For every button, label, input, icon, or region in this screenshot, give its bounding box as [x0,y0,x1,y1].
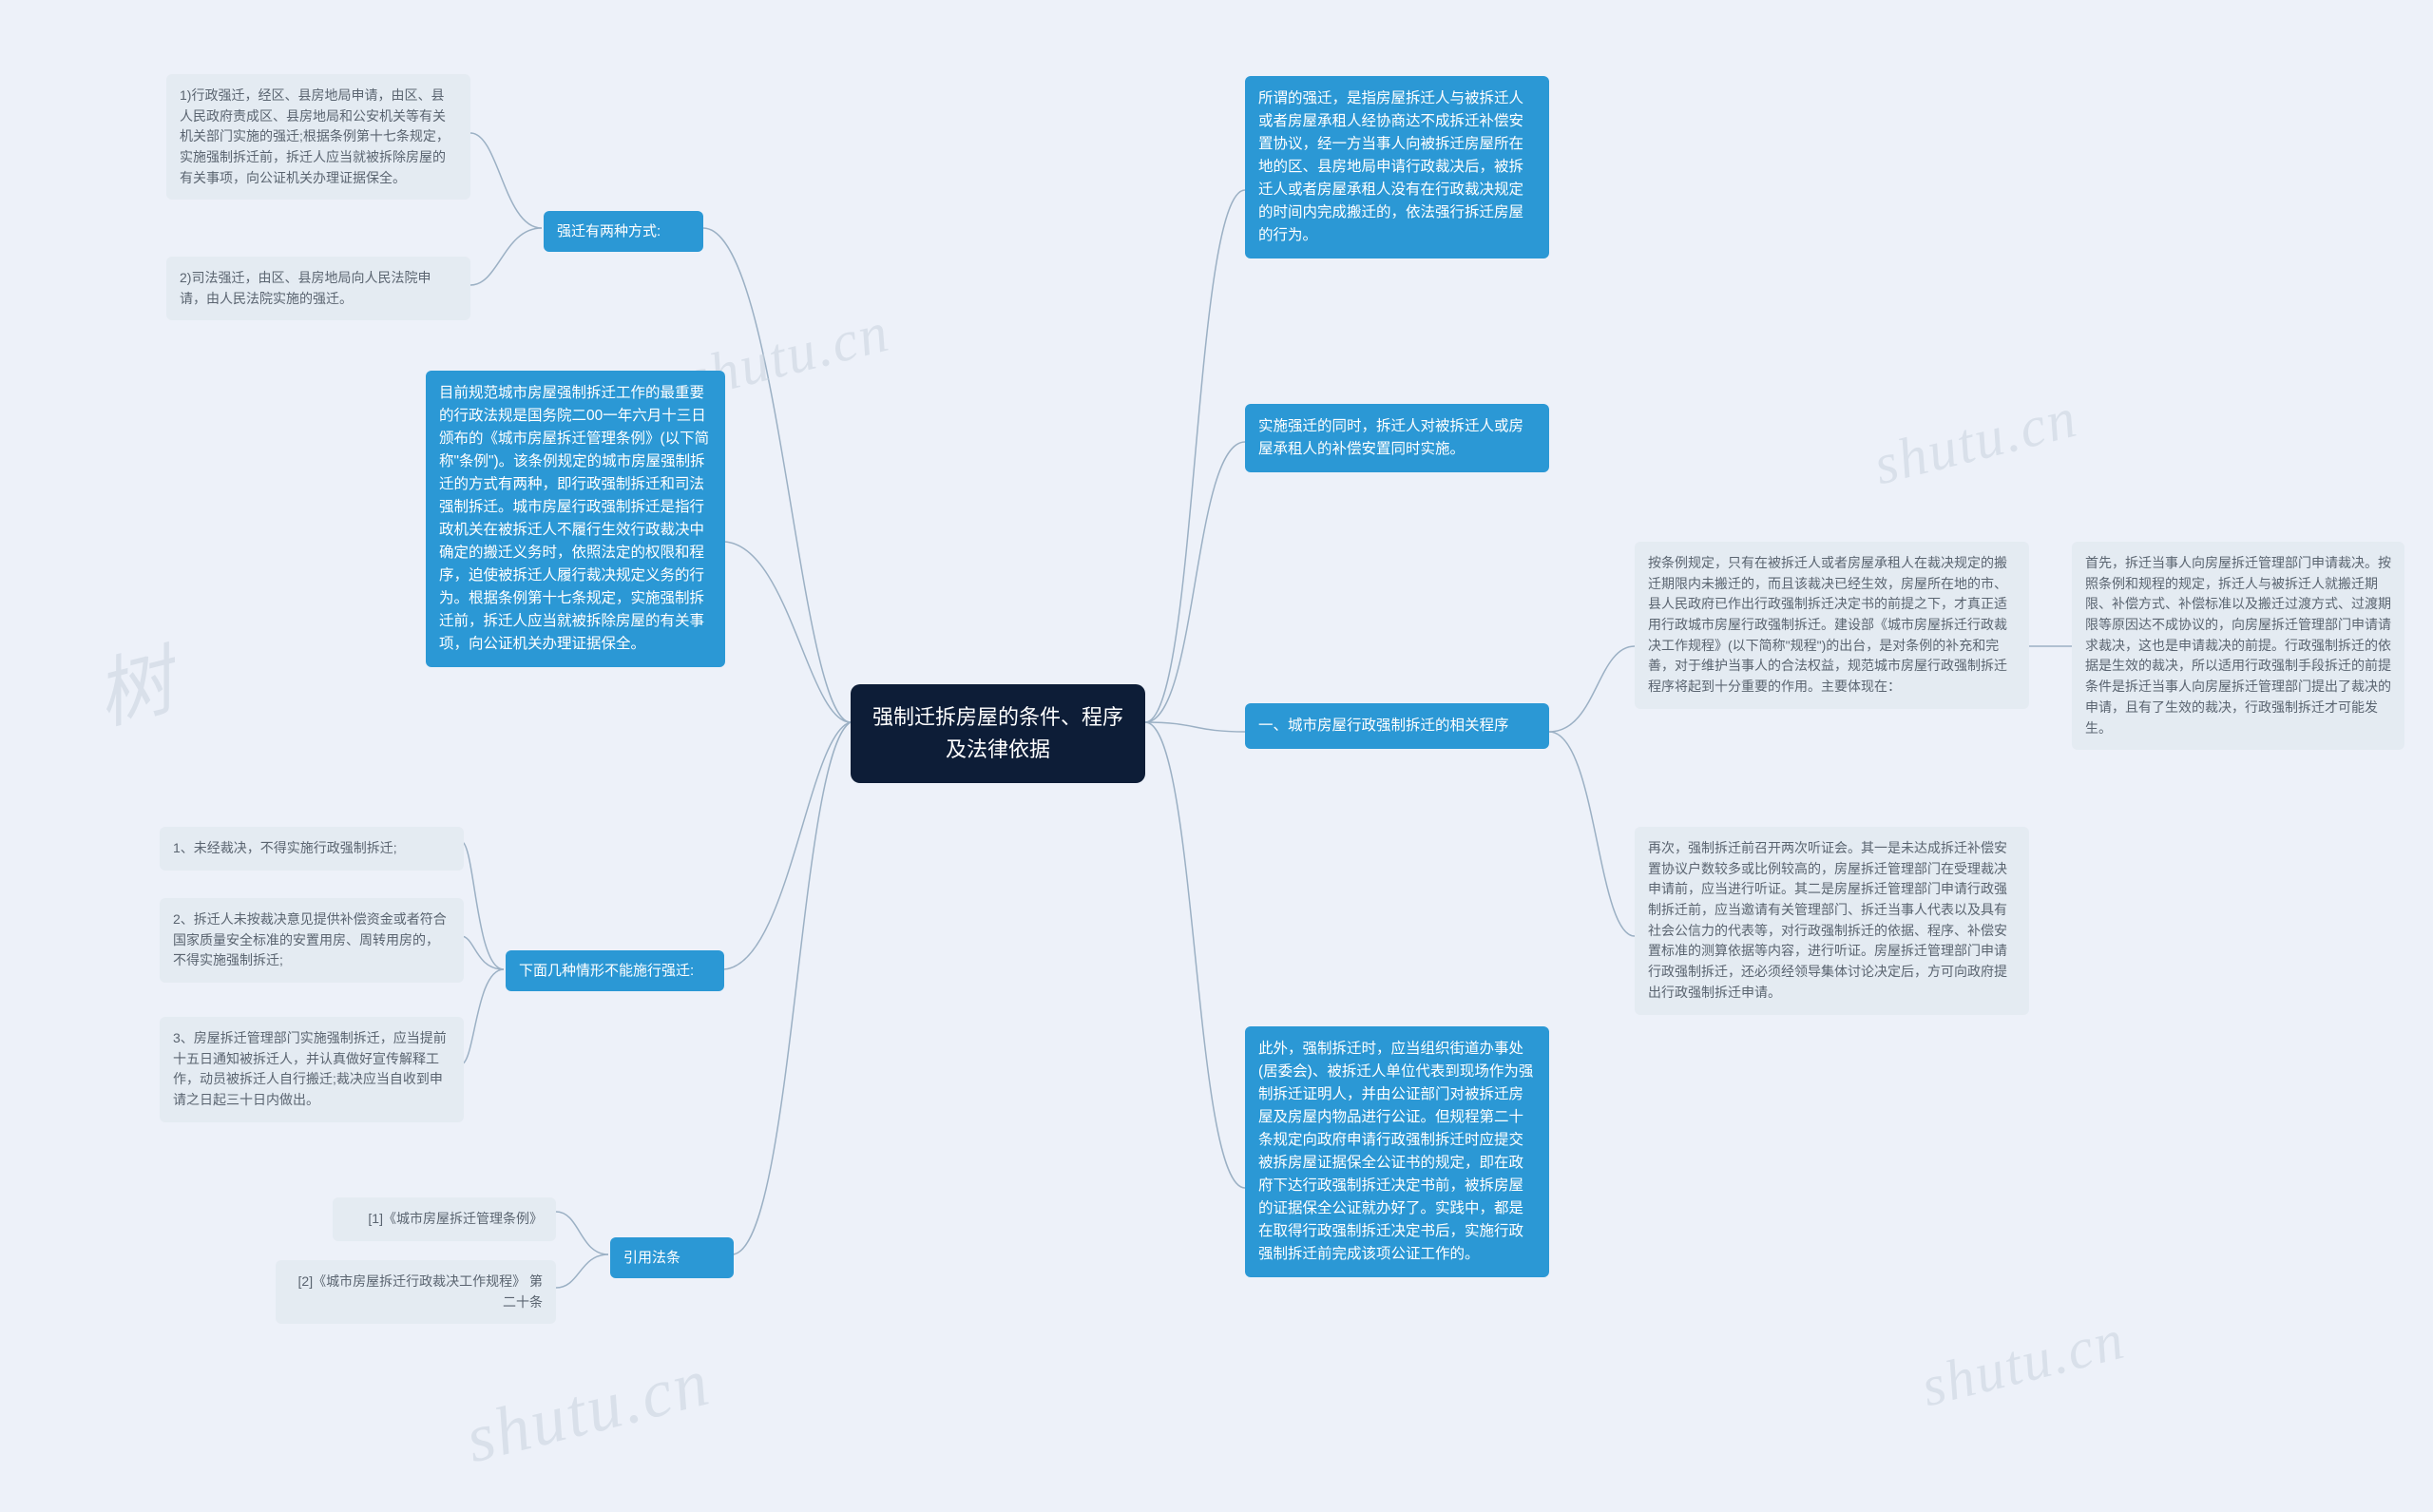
noforce-item-2: 2、拆迁人未按裁决意见提供补偿资金或者符合国家质量安全标准的安置用房、周转用房的… [160,898,464,983]
definition-node: 所谓的强迁，是指房屋拆迁人与被拆迁人或者房屋承租人经协商达不成拆迁补偿安置协议，… [1245,76,1549,258]
procedure-gray-3: 再次，强制拆迁前召开两次听证会。其一是未达成拆迁补偿安置协议户数较多或比例较高的… [1635,827,2029,1015]
regulation-node: 目前规范城市房屋强制拆迁工作的最重要的行政法规是国务院二00一年六月十三日颁布的… [426,371,725,667]
methods-label: 强迁有两种方式: [544,211,703,252]
noforce-label: 下面几种情形不能施行强迁: [506,950,724,991]
watermark: shutu.cn [1915,1307,2132,1421]
refs-item-1: [1]《城市房屋拆迁管理条例》 [333,1197,556,1241]
implement-node: 实施强迁的同时，拆迁人对被拆迁人或房屋承租人的补偿安置同时实施。 [1245,404,1549,472]
procedure-gray-1: 按条例规定，只有在被拆迁人或者房屋承租人在裁决规定的搬迁期限内未搬迁的，而且该裁… [1635,542,2029,709]
watermark: shutu.cn [458,1343,718,1480]
watermark: shutu.cn [1868,385,2084,499]
extra-node: 此外，强制拆迁时，应当组织街道办事处(居委会)、被拆迁人单位代表到现场作为强制拆… [1245,1026,1549,1277]
methods-item-1: 1)行政强迁，经区、县房地局申请，由区、县人民政府责成区、县房地局和公安机关等有… [166,74,470,200]
noforce-item-3: 3、房屋拆迁管理部门实施强制拆迁，应当提前十五日通知被拆迁人，并认真做好宣传解释… [160,1017,464,1122]
procedure-gray-2: 首先，拆迁当事人向房屋拆迁管理部门申请裁决。按照条例和规程的规定，拆迁人与被拆迁… [2072,542,2404,750]
procedure-label: 一、城市房屋行政强制拆迁的相关程序 [1245,703,1549,749]
refs-label: 引用法条 [610,1237,734,1278]
noforce-item-1: 1、未经裁决，不得实施行政强制拆迁; [160,827,464,871]
center-root-node: 强制迁拆房屋的条件、程序及法律依据 [851,684,1145,783]
watermark-part: 树 [83,620,185,745]
methods-item-2: 2)司法强迁，由区、县房地局向人民法院申请，由人民法院实施的强迁。 [166,257,470,320]
refs-item-2: [2]《城市房屋拆迁行政裁决工作规程》 第二十条 [276,1260,556,1324]
